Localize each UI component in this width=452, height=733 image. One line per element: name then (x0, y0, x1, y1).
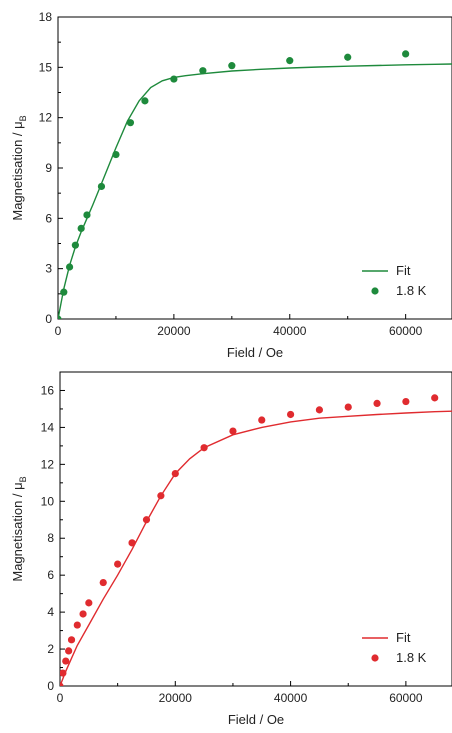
data-point (126, 119, 135, 127)
data-point (344, 53, 352, 61)
x-tick-label: 20000 (159, 691, 193, 705)
data-point (286, 57, 294, 65)
data-point (71, 241, 79, 249)
data-point (65, 263, 74, 271)
x-tick-label: 0 (57, 691, 64, 705)
data-point (83, 211, 91, 219)
y-axis-label: Magnetisation / μB (10, 115, 28, 220)
fit-line (60, 410, 452, 686)
data-point (60, 288, 68, 296)
x-tick-label: 0 (55, 324, 62, 338)
data-point (77, 224, 85, 232)
data-point (170, 75, 178, 83)
data-point (58, 315, 62, 319)
x-tick-label: 40000 (273, 324, 307, 338)
y-tick-label: 6 (47, 568, 54, 582)
y-tick-label: 9 (45, 161, 52, 175)
y-tick-label: 8 (47, 531, 54, 545)
data-point (315, 406, 324, 414)
x-axis-label: Field / Oe (228, 712, 284, 727)
x-tick-label: 60000 (389, 324, 423, 338)
y-tick-label: 12 (41, 457, 55, 471)
chart-top: 0 20000 40000 60000 0 3 6 9 12 15 18 Field / Oe Magn… (10, 10, 452, 360)
data-point (112, 150, 120, 159)
data-point (200, 444, 208, 452)
y-tick-label: 14 (41, 420, 55, 434)
x-axis-label: Field / Oe (227, 345, 283, 360)
y-tick-label: 12 (39, 111, 53, 125)
x-tick-label: 60000 (389, 691, 423, 705)
y-tick-label: 4 (47, 605, 54, 619)
data-point (286, 410, 295, 419)
data-point (402, 397, 410, 406)
data-point (402, 50, 410, 58)
data-point (344, 403, 352, 411)
data-point (67, 636, 76, 644)
y-axis-label-text: Magnetisation / μ (10, 121, 25, 220)
data-point (157, 492, 165, 500)
y-tick-label: 16 (41, 383, 55, 397)
y-tick-label: 10 (41, 494, 55, 508)
y-axis-label-subscript: B (18, 476, 28, 482)
legend-label: Fit (396, 263, 411, 278)
data-point (171, 469, 179, 478)
data-point (79, 610, 87, 618)
y-axis-label-subscript: B (18, 115, 28, 121)
data-point (141, 97, 149, 105)
data-point (431, 394, 439, 402)
y-tick-label: 3 (45, 262, 52, 276)
data-point (73, 621, 81, 629)
data-point (60, 682, 64, 686)
data-point (128, 539, 136, 547)
data-point (62, 657, 70, 665)
legend-label: 1.8 K (396, 650, 427, 665)
data-point (229, 427, 237, 435)
legend-label: 1.8 K (396, 283, 427, 298)
data-point (142, 516, 151, 524)
y-tick-label: 0 (47, 679, 54, 693)
data-point (85, 599, 93, 607)
y-tick-label: 2 (47, 642, 54, 656)
data-point (99, 578, 107, 587)
data-point (60, 669, 67, 677)
x-tick-label: 40000 (274, 691, 308, 705)
y-tick-label: 18 (39, 10, 53, 24)
plot-frame (59, 371, 452, 687)
data-point (373, 399, 381, 407)
y-tick-label: 6 (45, 211, 52, 225)
y-axis-label-text: Magnetisation / μ (10, 482, 25, 581)
chart-bottom: 0 20000 40000 60000 0 2 4 6 8 10 12 14 16 Field / Oe M… (10, 371, 452, 727)
legend-point-marker (371, 287, 379, 295)
data-point (114, 560, 122, 568)
data-point (97, 182, 106, 191)
y-axis-label: Magnetisation / μB (10, 476, 28, 581)
plot-area (60, 394, 452, 686)
x-tick-label: 20000 (157, 324, 191, 338)
plot-frame (57, 16, 452, 320)
y-tick-label: 15 (39, 60, 53, 74)
y-tick-label: 0 (45, 312, 52, 326)
fit-line (58, 63, 452, 319)
data-point (258, 416, 266, 424)
legend-point-marker (371, 654, 379, 662)
data-point (228, 62, 236, 70)
legend-label: Fit (396, 630, 411, 645)
data-point (65, 647, 73, 655)
plot-area (58, 50, 452, 319)
data-point (199, 67, 207, 75)
